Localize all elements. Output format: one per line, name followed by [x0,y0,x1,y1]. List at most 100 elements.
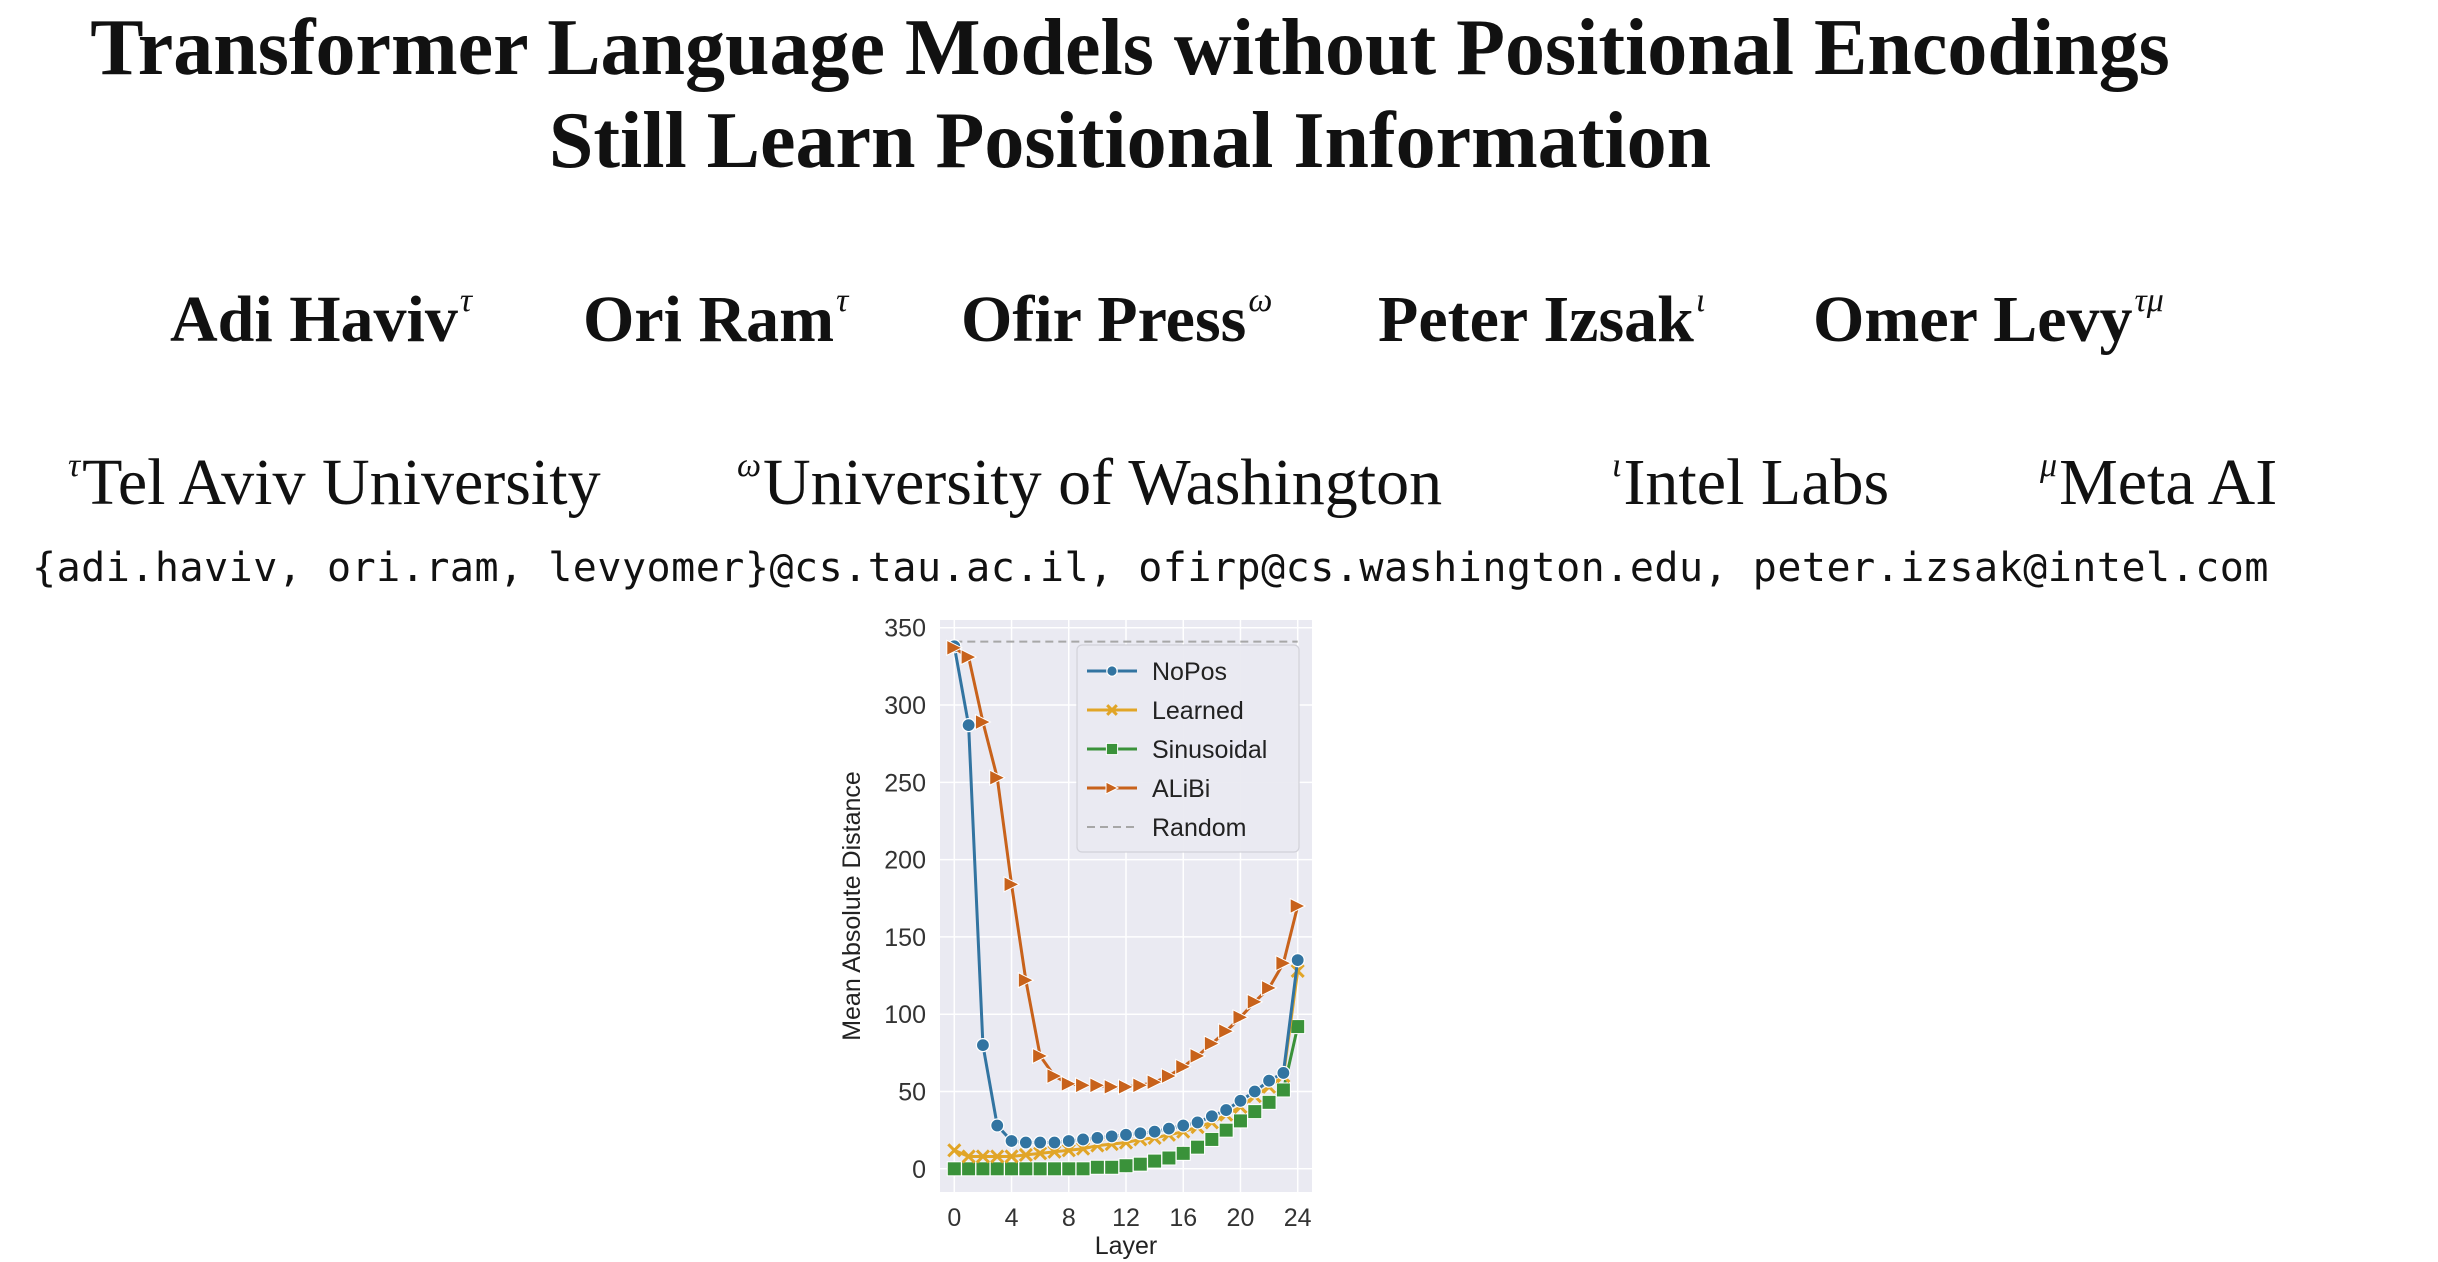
affiliation: ιIntel Labs [1612,445,1889,521]
legend-label: NoPos [1152,658,1227,686]
data-point [1104,1129,1119,1144]
data-point [1289,897,1307,915]
data-point [1247,1084,1262,1099]
data-point [961,718,976,733]
data-point [1003,876,1021,893]
author-mark: τμ [2134,282,2164,319]
affiliation-name: Meta AI [2059,446,2278,519]
author: Omer Levyτμ [1813,282,2164,358]
data-point [1090,1130,1105,1145]
data-point [1032,1047,1049,1065]
data-point [946,639,963,657]
data-point [1032,1161,1048,1177]
author-name: Peter Izsak [1378,283,1694,356]
data-point [989,1161,1005,1177]
y-tick-label: 200 [884,847,926,875]
author-name: Ofir Press [961,283,1247,356]
data-point [1075,1132,1091,1147]
author-list: Adi Havivτ Ori Ramτ Ofir Pressω Peter Iz… [0,282,2438,372]
data-point [1106,665,1118,677]
data-point [1004,1161,1020,1177]
data-point [1232,1113,1248,1129]
data-point [1246,993,1264,1011]
data-point [1161,1150,1177,1166]
affiliation: μMeta AI [2040,445,2277,521]
data-point [1118,1078,1135,1096]
series-alibi [946,639,1307,1096]
line-chart: 0 4 8 12 16 20 24 0 50 100 150 200 250 300 350 Layer Mea… [838,615,1312,1260]
legend-label: ALiBi [1152,775,1210,803]
data-point [1047,1135,1062,1150]
y-axis-label: Mean Absolute Distance [838,771,866,1041]
data-point [1106,704,1118,716]
paper-title-line1: Transformer Language Models without Posi… [90,4,2170,92]
data-point [1033,1135,1048,1150]
author-name: Adi Haviv [170,283,458,356]
legend-box [1076,644,1300,853]
data-point [1004,1133,1019,1149]
data-point [1275,954,1293,972]
data-point [1175,1058,1192,1076]
data-point [1132,1077,1149,1094]
author-mark: ι [1695,282,1706,319]
data-point [1105,742,1119,756]
data-point [1061,1161,1077,1177]
email-list: {adi.haviv, ori.ram, levyomer}@cs.tau.ac… [32,545,2269,591]
data-point [1275,1082,1291,1098]
data-point [1018,1135,1033,1150]
paper-title-line2: Still Learn Positional Information [548,97,1712,185]
y-tick-label: 100 [884,1001,926,1029]
affiliation-name: Tel Aviv University [82,446,601,519]
data-point [1104,1159,1120,1175]
data-point [1160,1067,1178,1085]
author: Ori Ramτ [583,282,848,358]
data-point [989,769,1006,786]
author-mark: τ [459,282,473,319]
x-tick-label: 0 [947,1204,961,1232]
data-point [961,1161,977,1177]
legend: NoPos Learned Sinusoidal ALiBi Random [1076,644,1300,853]
data-point [1204,1131,1220,1147]
x-tick-label: 4 [1005,1204,1019,1232]
affiliation: ωUniversity of Washington [737,445,1442,521]
data-point [1061,1133,1076,1149]
data-point [961,1149,976,1164]
x-tick-label: 20 [1227,1204,1255,1232]
data-point [1276,1065,1291,1081]
author-mark: τ [836,282,849,319]
data-point [1233,1093,1248,1108]
data-point [1089,1159,1105,1175]
data-point [1190,1115,1205,1130]
y-tick-label: 0 [912,1156,926,1184]
data-point [1017,971,1035,989]
x-axis-label: Layer [1095,1232,1158,1260]
data-point [1176,1118,1191,1133]
data-point [1290,1019,1306,1035]
data-point [1103,1078,1121,1096]
data-point [974,713,992,731]
affiliation-name: University of Washington [763,446,1443,519]
y-tick-label: 300 [884,692,926,720]
author-name: Omer Levy [1813,283,2133,356]
data-point [1018,1161,1034,1177]
data-point [990,1118,1005,1133]
legend-label: Sinusoidal [1152,736,1267,764]
data-point [1133,1126,1148,1141]
data-point [1190,1139,1206,1155]
paper-title: Transformer Language Models without Posi… [0,2,2260,188]
data-point [1060,1075,1078,1093]
data-point [1105,781,1120,795]
data-point [1132,1156,1148,1172]
affiliation-mark: τ [68,447,81,484]
data-point [1004,1149,1019,1164]
data-point [1175,1145,1191,1161]
data-point [1161,1121,1177,1136]
data-point [1247,1104,1263,1120]
x-tick-label: 12 [1112,1204,1140,1232]
data-point [1089,1077,1107,1094]
data-point [1261,1073,1277,1088]
data-point [975,1161,991,1177]
data-point [1218,1122,1234,1138]
series-sinusoidal [946,1019,1306,1177]
data-point [1261,1094,1277,1110]
